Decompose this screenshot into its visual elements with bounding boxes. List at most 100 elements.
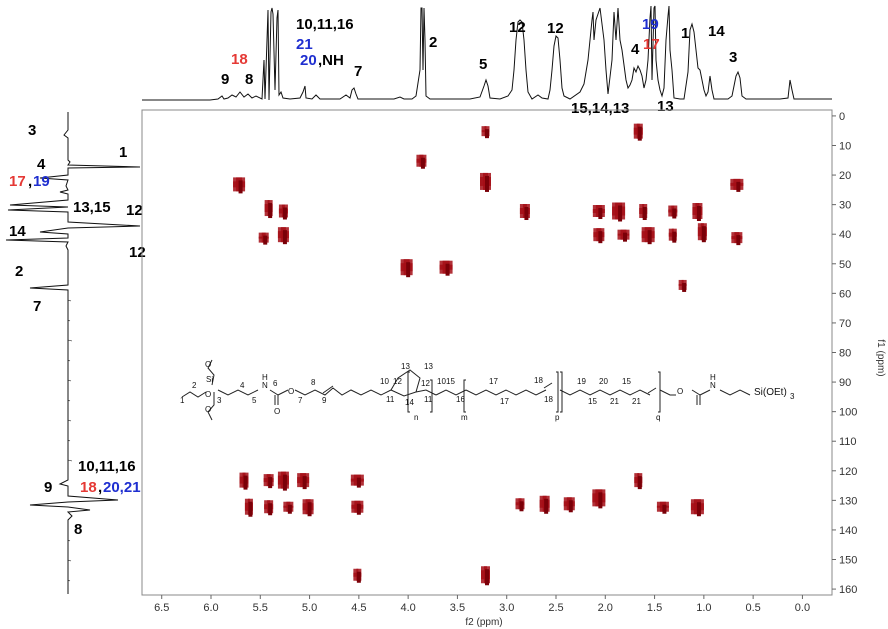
y-tick-label: 110 [839, 436, 857, 448]
crosspeak [302, 499, 314, 517]
crosspeak [515, 498, 525, 512]
top-label-9: 9 [221, 71, 229, 88]
crosspeak-core [544, 498, 549, 514]
chem-num-18b: 18 [544, 395, 553, 404]
crosspeak-core [672, 208, 677, 219]
crosspeak-core [736, 235, 741, 246]
crosspeak-core [637, 476, 642, 490]
crosspeak [634, 473, 643, 490]
y-tick-label: 160 [839, 584, 857, 596]
top-label-19: 19 [642, 16, 659, 33]
left-label-8: 8 [74, 521, 82, 538]
chem-num-17a: 17 [489, 377, 498, 386]
crosspeak [283, 501, 294, 514]
crosspeak-contour [481, 130, 487, 137]
crosspeak-contour [353, 572, 359, 581]
crosspeak [400, 259, 413, 278]
crosspeak-core [356, 477, 361, 488]
chem-num-2: 2 [192, 381, 197, 390]
chem-num-13a: 13 [401, 362, 410, 371]
chem-num-13b: 13 [424, 362, 433, 371]
x-tick-label: 5.5 [253, 602, 268, 614]
top-label-21: 21 [296, 36, 313, 53]
crosspeak [239, 472, 249, 490]
y-tick-label: 50 [839, 259, 851, 271]
crosspeak [350, 474, 364, 488]
x-tick-label: 0.0 [795, 602, 810, 614]
top-label-8: 8 [245, 71, 253, 88]
chem-num-10: 10 [380, 377, 389, 386]
crosspeak-core [282, 230, 287, 245]
chem-o1: O [205, 360, 211, 369]
y-tick-label: 140 [839, 525, 857, 537]
left-spectrum-noise [67, 299, 73, 582]
crosspeak [656, 501, 669, 514]
crosspeak-core [682, 282, 687, 292]
crosspeak-core [282, 207, 287, 220]
top-peak-labels: 10,11,16 21 20 ,NH 18 9 8 7 2 5 12 12 19… [221, 16, 737, 117]
crosspeaks [233, 123, 744, 586]
crosspeak-core [568, 500, 573, 513]
chem-num-4: 4 [240, 381, 245, 390]
chem-o5: O [288, 387, 294, 396]
crosspeak-core [637, 126, 642, 141]
crosspeak-contour [678, 279, 684, 286]
crosspeak-core [485, 569, 489, 586]
left-label-14: 14 [9, 223, 26, 240]
chem-num-20: 20 [599, 377, 608, 386]
y-tick-label: 80 [839, 348, 851, 360]
chem-sub-m: m [461, 413, 468, 422]
crosspeak-contour [634, 477, 640, 488]
top-label-3: 3 [729, 49, 737, 66]
crosspeak-contour [639, 208, 645, 219]
y-axis: 0 10 20 30 40 50 60 70 80 90 100 110 120 130 140 150 160 [832, 111, 857, 596]
crosspeak [592, 489, 606, 509]
crosspeak-core [736, 181, 741, 192]
crosspeak [277, 227, 289, 245]
chem-o6: O [677, 387, 683, 396]
left-label-7: 7 [33, 298, 41, 315]
left-peak-labels: 3 1 4 17 , 19 13,15 12 14 12 2 7 10,11,1… [9, 122, 146, 538]
crosspeak [731, 232, 743, 246]
crosspeak-core [356, 503, 361, 515]
crosspeak-core [485, 175, 489, 192]
chem-num-8: 8 [311, 378, 316, 387]
y-axis-title: f1 (ppm) [875, 339, 886, 376]
chem-num-5: 5 [252, 396, 257, 405]
chem-num-7: 7 [298, 396, 303, 405]
left-label-20-21: 20,21 [103, 479, 141, 496]
x-tick-label: 2.0 [598, 602, 613, 614]
left-label-3: 3 [28, 122, 36, 139]
top-label-14: 14 [708, 23, 725, 40]
left-label-4: 4 [37, 156, 46, 173]
left-label-13-15: 13,15 [73, 199, 111, 216]
x-tick-label: 1.0 [696, 602, 711, 614]
left-label-1: 1 [119, 144, 127, 161]
crosspeak [264, 200, 273, 219]
crosspeak-core [238, 180, 243, 194]
crosspeak-core [406, 262, 411, 278]
x-tick-label: 0.5 [745, 602, 760, 614]
crosspeak [593, 228, 605, 244]
y-tick-label: 30 [839, 200, 851, 212]
crosspeak [730, 178, 744, 192]
top-label-18: 18 [231, 51, 248, 68]
crosspeak-core [618, 205, 623, 222]
chem-sub-p: p [555, 413, 560, 422]
chem-num-11b: 11 [424, 395, 433, 404]
x-tick-label: 1.5 [647, 602, 662, 614]
crosspeak [633, 123, 643, 141]
chem-nh1-h: H [262, 373, 268, 382]
chem-num-12a: 12 [393, 377, 402, 386]
crosspeak-core [598, 231, 603, 244]
chem-num-21b: 21 [632, 397, 641, 406]
crosspeak-core [647, 230, 652, 245]
crosspeak-contour [481, 126, 487, 133]
crosspeak [690, 499, 704, 517]
x-tick-label: 3.5 [450, 602, 465, 614]
left-spectrum-trace [5, 112, 141, 594]
top-label-17: 17 [643, 36, 660, 53]
left-label-12b: 12 [129, 244, 146, 261]
chem-nh2-n: N [710, 381, 716, 390]
